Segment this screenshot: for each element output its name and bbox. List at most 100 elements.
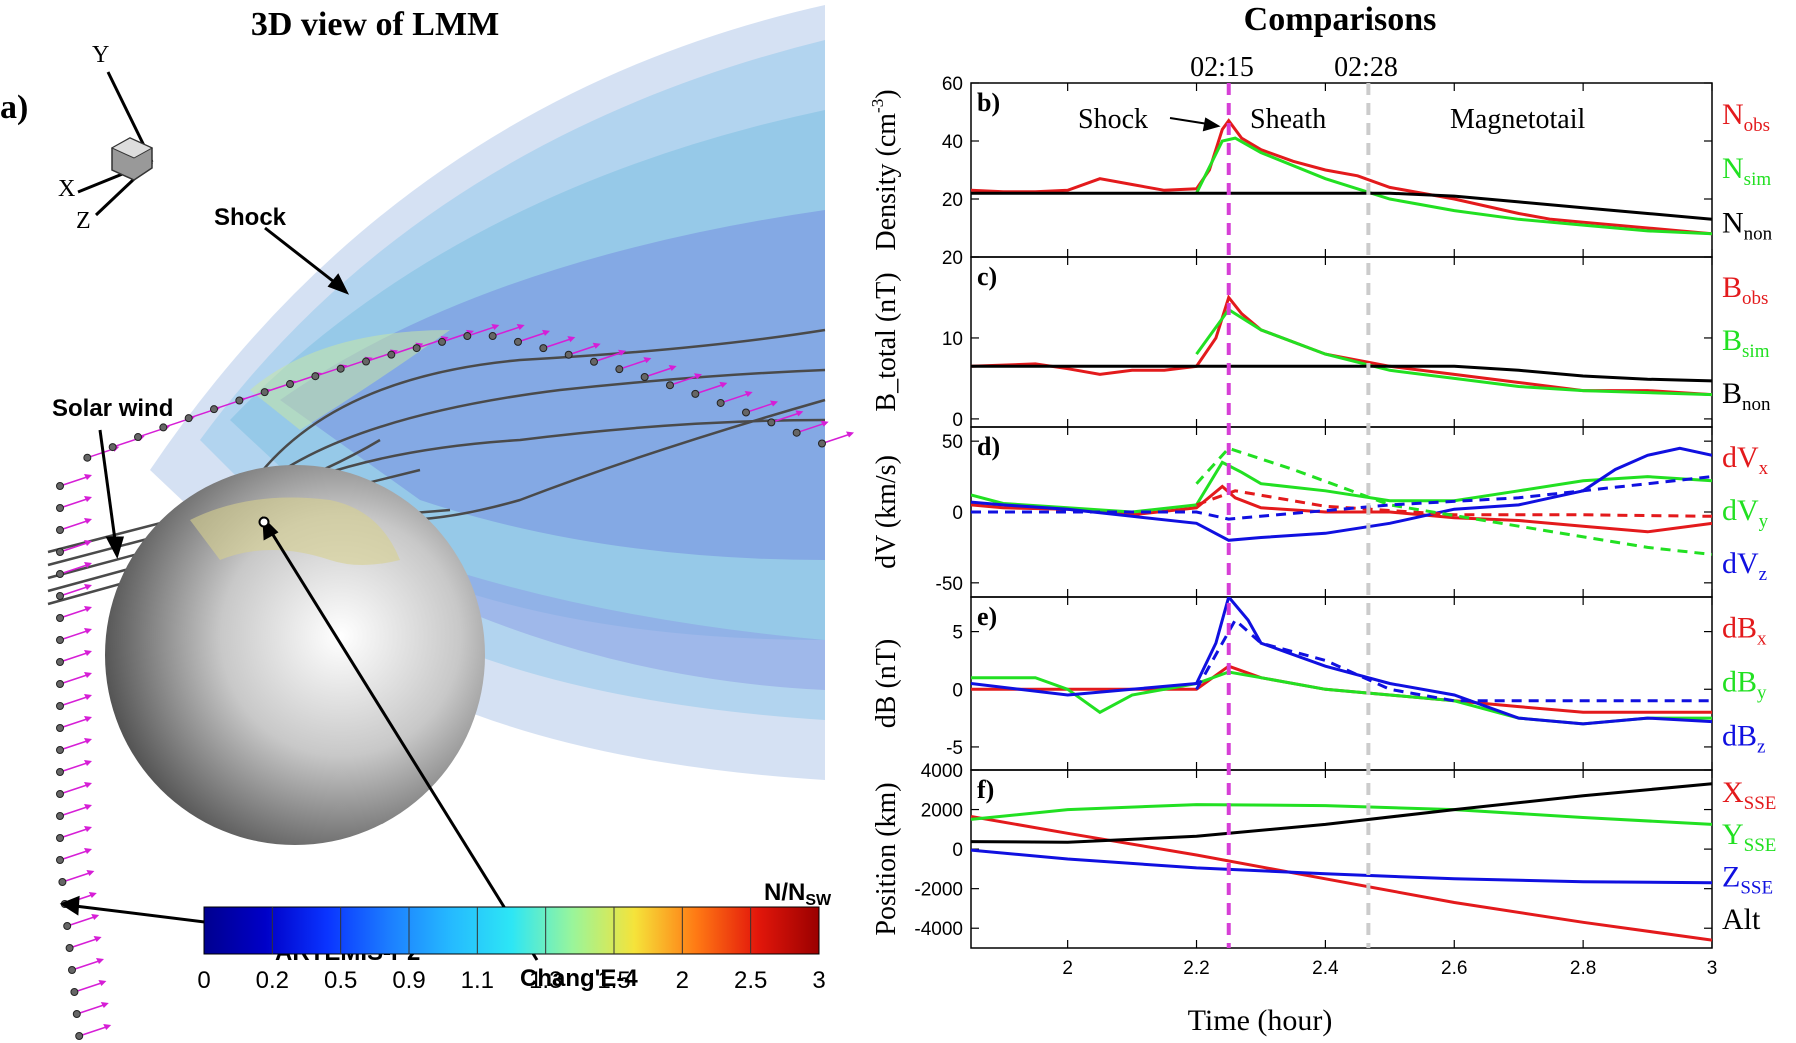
trajectory-point — [68, 966, 76, 974]
series-group — [971, 597, 1712, 726]
trajectory-point — [56, 548, 64, 556]
trajectory-point — [184, 414, 193, 423]
series-line — [971, 782, 1712, 844]
solar-wind-arrow — [543, 337, 574, 349]
colorbar-bar — [203, 906, 820, 955]
y-tick-label: 4000 — [921, 761, 963, 782]
x-tick-label: 2 — [1062, 958, 1073, 979]
legend-entry: Bsim — [1722, 324, 1770, 362]
colorbar-title: N/NSW — [764, 879, 832, 909]
trajectory-point — [108, 443, 117, 452]
arrowhead — [84, 848, 92, 854]
legend-entry: dVz — [1722, 547, 1767, 585]
trajectory-point — [792, 428, 801, 437]
legend-entry: dBz — [1722, 720, 1765, 758]
y-axis-label: Position (km) — [871, 782, 902, 935]
trajectory-point — [311, 372, 320, 381]
trajectory-point — [56, 592, 64, 600]
arrowhead — [744, 390, 753, 397]
trajectory-point — [56, 856, 64, 864]
legend-entry: Bobs — [1722, 271, 1768, 309]
arrowhead — [84, 584, 92, 590]
panel-label: c) — [977, 262, 997, 291]
legend-entry: Alt — [1722, 903, 1761, 936]
series-line — [971, 446, 1712, 542]
x-axis-label: Time (hour) — [1188, 1004, 1333, 1037]
panel-2: -50 0 50 d) dV (km/s) dVx dVy dVz — [871, 426, 1769, 598]
colorbar-tick-label: 0.2 — [256, 967, 289, 994]
series-line — [1195, 617, 1712, 703]
y-tick-label: 0 — [952, 680, 963, 701]
trajectory-point — [75, 1032, 84, 1040]
solar-wind-arrow — [59, 783, 91, 795]
trajectory-point — [514, 337, 522, 346]
trajectory-point — [590, 357, 598, 366]
colorbar: 0 0.2 0.5 0.9 1.1 1.3 1.5 2 2.5 3 N/NSW — [197, 879, 832, 994]
trajectory-point — [70, 988, 79, 996]
trajectory-point — [56, 614, 64, 622]
arrowhead — [643, 357, 652, 364]
right-title: Comparisons — [1244, 1, 1437, 38]
series-line — [971, 670, 1712, 726]
series-line — [971, 848, 1712, 885]
trajectory-point — [488, 332, 497, 341]
series-line — [971, 460, 1712, 514]
colorbar-tick-label: 1.5 — [597, 967, 630, 994]
trajectory-point — [260, 388, 269, 397]
plot-frame — [970, 596, 1713, 771]
trajectory-point — [56, 482, 64, 490]
panel-label: f) — [977, 775, 994, 804]
colorbar-ticks: 0 0.2 0.5 0.9 1.1 1.3 1.5 2 2.5 3 — [197, 907, 826, 994]
arrowhead — [668, 364, 677, 371]
legend-entry: Nobs — [1722, 98, 1770, 136]
arrowhead — [84, 606, 92, 612]
arrowhead — [820, 420, 829, 427]
trajectory-point — [716, 398, 725, 407]
time-mark-0228: 02:28 — [1334, 52, 1398, 83]
trajectory-point — [691, 389, 700, 398]
trajectory-point — [56, 812, 64, 820]
solar-wind-arrow — [720, 392, 751, 404]
solar-wind-arrow — [492, 325, 523, 337]
arrowhead — [491, 324, 500, 331]
trajectory-point — [539, 344, 548, 353]
plot-frame — [970, 256, 1713, 428]
y-tick-label: -2000 — [914, 880, 963, 901]
colorbar-tick-label: 0.5 — [324, 967, 357, 994]
arrowhead — [846, 431, 854, 438]
time-mark-0215: 02:15 — [1190, 52, 1254, 83]
solar-wind-arrow — [619, 358, 650, 370]
panel-label: d) — [977, 432, 1000, 461]
solar-wind-arrow — [74, 981, 105, 993]
arrowhead — [719, 381, 728, 388]
arrowhead — [84, 716, 92, 722]
arrowhead — [84, 496, 92, 502]
solar-wind-arrow — [59, 475, 91, 487]
solar-wind-arrow — [644, 366, 675, 378]
left-panel: 3D view of LMM a) — [0, 5, 854, 1040]
legend-entry: dBy — [1722, 666, 1767, 704]
trajectory-point — [56, 702, 64, 710]
artemis-trajectory — [56, 324, 854, 1040]
trajectory-point — [56, 570, 64, 578]
axis-triad: Y X Z — [58, 42, 154, 234]
y-tick-label: -4000 — [914, 919, 963, 940]
y-tick-label: 10 — [942, 329, 963, 350]
solar-wind-arrow — [695, 383, 726, 395]
series-line — [971, 475, 1712, 521]
trajectory-point — [56, 768, 64, 776]
label-shock: Shock — [214, 204, 287, 231]
arrowhead — [86, 870, 95, 876]
series-line — [971, 294, 1712, 397]
legend-entry: dBx — [1722, 612, 1767, 650]
legend-entry: dVx — [1722, 441, 1769, 479]
trajectory-point — [412, 344, 421, 353]
x-tick-label: 3 — [1707, 958, 1718, 979]
solar-wind-arrow — [66, 915, 98, 927]
arrowhead — [84, 518, 92, 524]
arrowhead — [84, 474, 92, 480]
solar-wind-arrow — [76, 1003, 108, 1015]
trajectory-point — [63, 922, 72, 930]
